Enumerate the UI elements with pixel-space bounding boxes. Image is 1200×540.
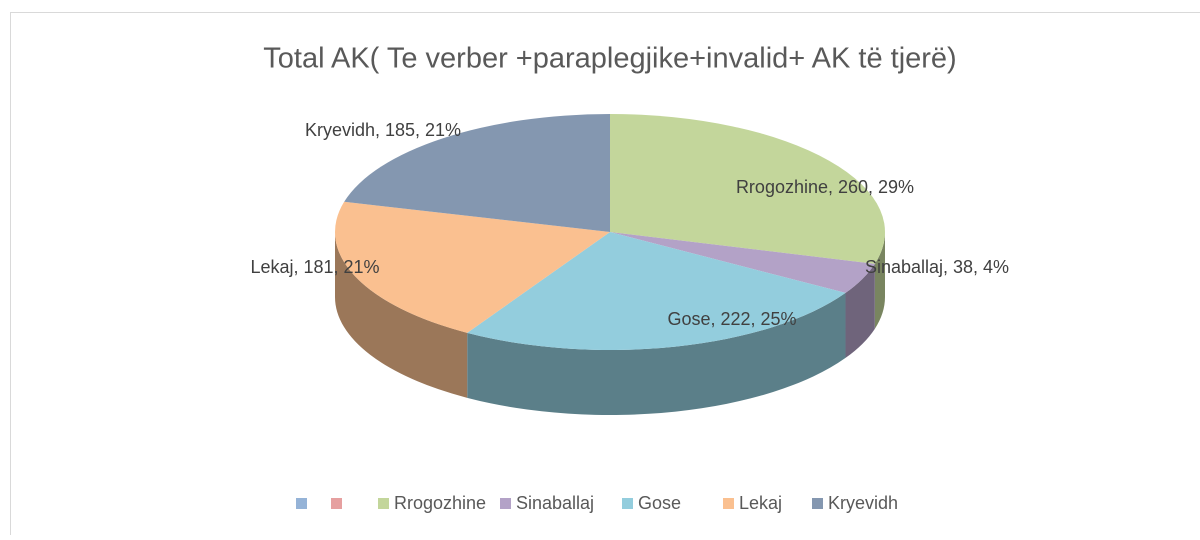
legend-label: Lekaj bbox=[739, 493, 782, 513]
data-label: Gose, 222, 25% bbox=[667, 309, 796, 329]
data-label: Sinaballaj, 38, 4% bbox=[865, 257, 1009, 277]
legend-swatch bbox=[296, 498, 307, 509]
legend-swatch bbox=[331, 498, 342, 509]
legend-label: Gose bbox=[638, 493, 681, 513]
data-label: Kryevidh, 185, 21% bbox=[305, 120, 461, 140]
legend-swatch bbox=[378, 498, 389, 509]
legend-label: Kryevidh bbox=[828, 493, 898, 513]
data-label: Lekaj, 181, 21% bbox=[250, 257, 379, 277]
legend-label: Sinaballaj bbox=[516, 493, 594, 513]
legend-swatch bbox=[622, 498, 633, 509]
legend-label: Rrogozhine bbox=[394, 493, 486, 513]
legend-swatch bbox=[812, 498, 823, 509]
legend-swatch bbox=[500, 498, 511, 509]
data-label: Rrogozhine, 260, 29% bbox=[736, 177, 914, 197]
legend-swatch bbox=[723, 498, 734, 509]
chart-title: Total AK( Te verber +paraplegjike+invali… bbox=[263, 43, 956, 75]
